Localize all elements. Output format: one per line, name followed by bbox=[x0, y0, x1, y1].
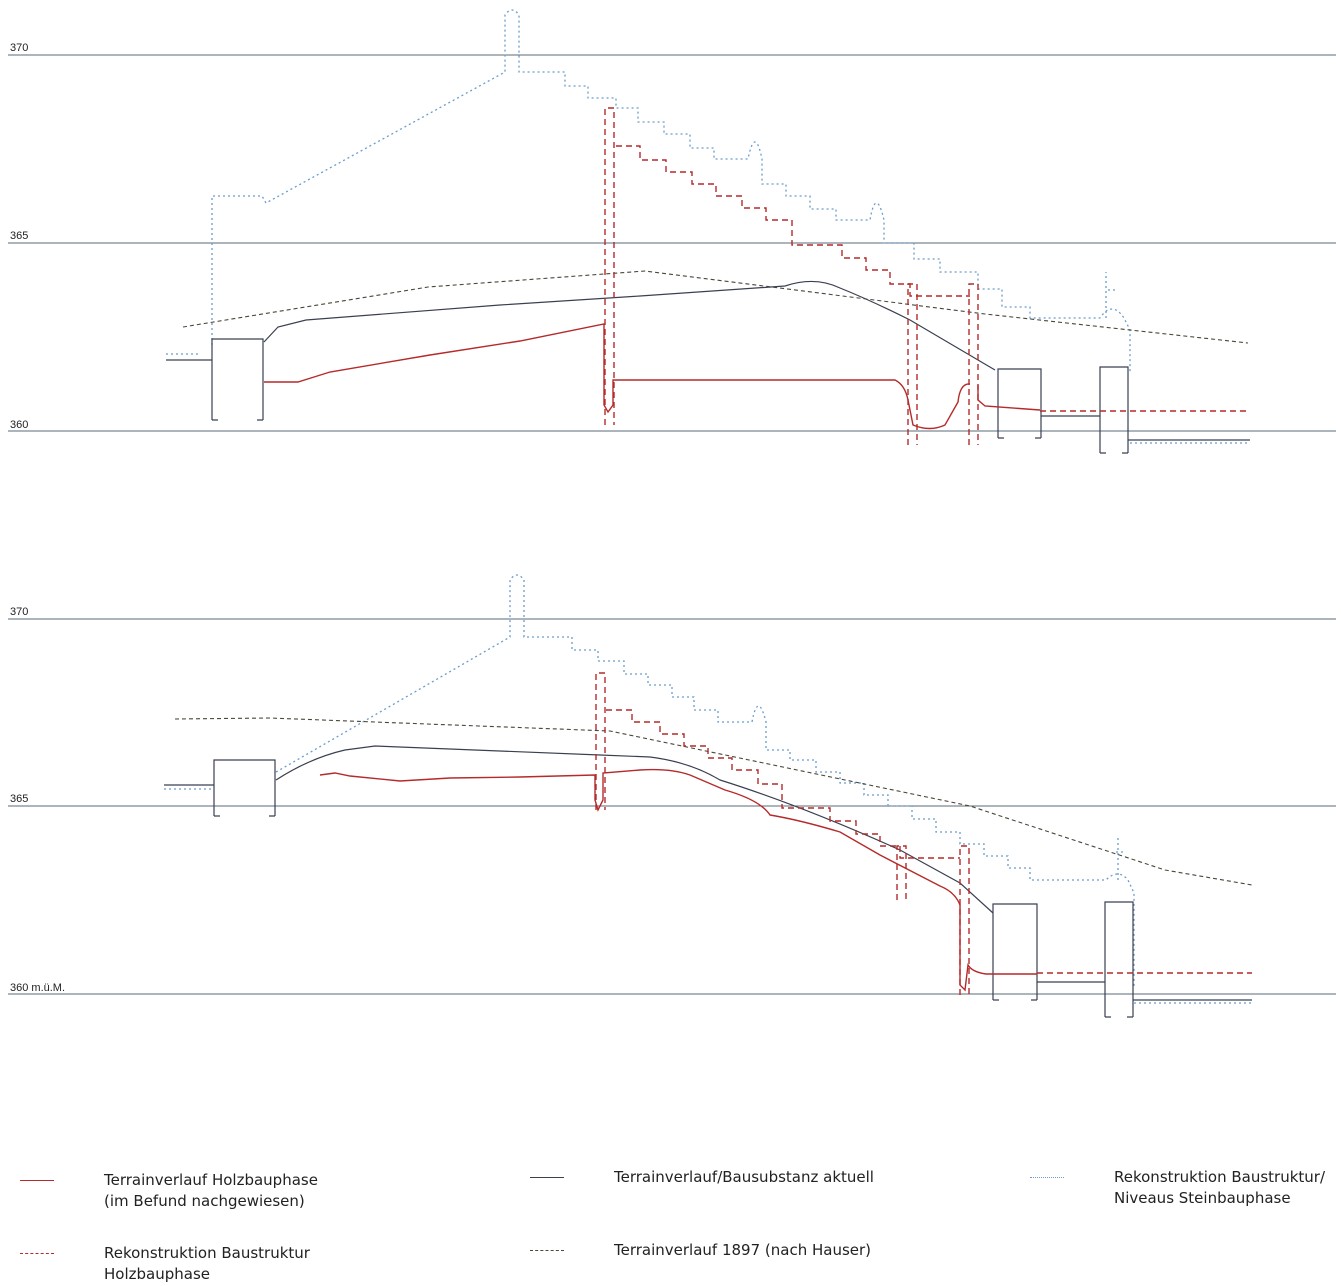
holzbau-reconstruction-line bbox=[595, 672, 606, 810]
legend-label-line: Rekonstruktion Baustruktur bbox=[104, 1244, 310, 1262]
legend-label-line: Terrainverlauf Holzbauphase bbox=[104, 1171, 318, 1189]
holzbau-terrain-line bbox=[977, 385, 1041, 411]
legend-swatch bbox=[1030, 1177, 1064, 1178]
legend-swatch bbox=[20, 1253, 54, 1254]
section-1: 370 365 360 bbox=[8, 9, 1336, 454]
legend-label: Terrainverlauf 1897 (nach Hauser) bbox=[614, 1240, 871, 1261]
legend-label-line: Niveaus Steinbauphase bbox=[1114, 1189, 1291, 1207]
level-label: 370 bbox=[10, 606, 28, 618]
holzbau-terrain-line bbox=[319, 768, 1037, 992]
legend-label: Rekonstruktion Baustruktur/ Niveaus Stei… bbox=[1114, 1167, 1325, 1209]
legend-item-steinbau: Rekonstruktion Baustruktur/ Niveaus Stei… bbox=[1030, 1167, 1325, 1209]
steinbau-reconstruction-line bbox=[211, 9, 1131, 372]
legend-item-current-terrain: Terrainverlauf/Bausubstanz aktuell bbox=[530, 1167, 874, 1188]
current-structure bbox=[211, 338, 264, 421]
steinbau-reconstruction-line bbox=[1105, 272, 1116, 318]
holzbau-reconstruction-line bbox=[616, 145, 970, 297]
holzbau-terrain-line bbox=[264, 323, 971, 430]
legend-swatch bbox=[20, 1180, 54, 1181]
legend-label-line: Holzbauphase bbox=[104, 1265, 210, 1283]
legend-label: Terrainverlauf Holzbauphase (im Befund n… bbox=[104, 1170, 318, 1212]
section-2: 370 365 360 m.ü.M. bbox=[8, 574, 1336, 1018]
level-label: 360 bbox=[10, 419, 28, 431]
current-structure bbox=[1104, 901, 1134, 1018]
section-diagram: 370 365 360 370 365 360 m.ü.M. bbox=[8, 9, 1336, 1018]
legend-label-line: (im Befund nachgewiesen) bbox=[104, 1192, 305, 1210]
holzbau-reconstruction-line bbox=[907, 283, 918, 445]
steinbau-reconstruction-line bbox=[275, 574, 1135, 988]
holzbau-reconstruction-line bbox=[606, 709, 960, 859]
legend-item-holzbau-terrain: Terrainverlauf Holzbauphase (im Befund n… bbox=[20, 1170, 318, 1212]
current-terrain-line bbox=[263, 280, 996, 371]
holzbau-reconstruction-line bbox=[959, 845, 970, 995]
current-structure bbox=[1099, 366, 1129, 454]
steinbau-reconstruction-line bbox=[1116, 836, 1124, 880]
legend-swatch bbox=[530, 1250, 564, 1251]
legend-label: Rekonstruktion Baustruktur Holzbauphase bbox=[104, 1243, 310, 1285]
current-structure bbox=[992, 903, 1038, 1001]
legend-item-holzbau-reconstruction: Rekonstruktion Baustruktur Holzbauphase bbox=[20, 1243, 310, 1285]
legend-label-line: Terrainverlauf 1897 (nach Hauser) bbox=[614, 1241, 872, 1259]
legend-swatch bbox=[530, 1177, 564, 1178]
level-label: 365 bbox=[10, 230, 28, 242]
current-terrain-line bbox=[275, 745, 994, 914]
legend-label-line: Rekonstruktion Baustruktur/ bbox=[1114, 1168, 1326, 1186]
current-structure bbox=[997, 368, 1042, 439]
holzbau-reconstruction-line bbox=[968, 283, 979, 445]
terrain-1897-line bbox=[182, 270, 1249, 344]
current-structure bbox=[213, 759, 276, 817]
level-label: 365 bbox=[10, 793, 28, 805]
legend-label-line: Terrainverlauf/Bausubstanz aktuell bbox=[614, 1168, 874, 1186]
level-label: 370 bbox=[10, 42, 28, 54]
holzbau-reconstruction-line bbox=[604, 107, 615, 425]
legend-item-terrain-1897: Terrainverlauf 1897 (nach Hauser) bbox=[530, 1240, 871, 1261]
level-label: 360 m.ü.M. bbox=[10, 982, 65, 994]
legend-label: Terrainverlauf/Bausubstanz aktuell bbox=[614, 1167, 874, 1188]
terrain-1897-line bbox=[174, 717, 1253, 886]
holzbau-reconstruction-line bbox=[896, 845, 907, 900]
